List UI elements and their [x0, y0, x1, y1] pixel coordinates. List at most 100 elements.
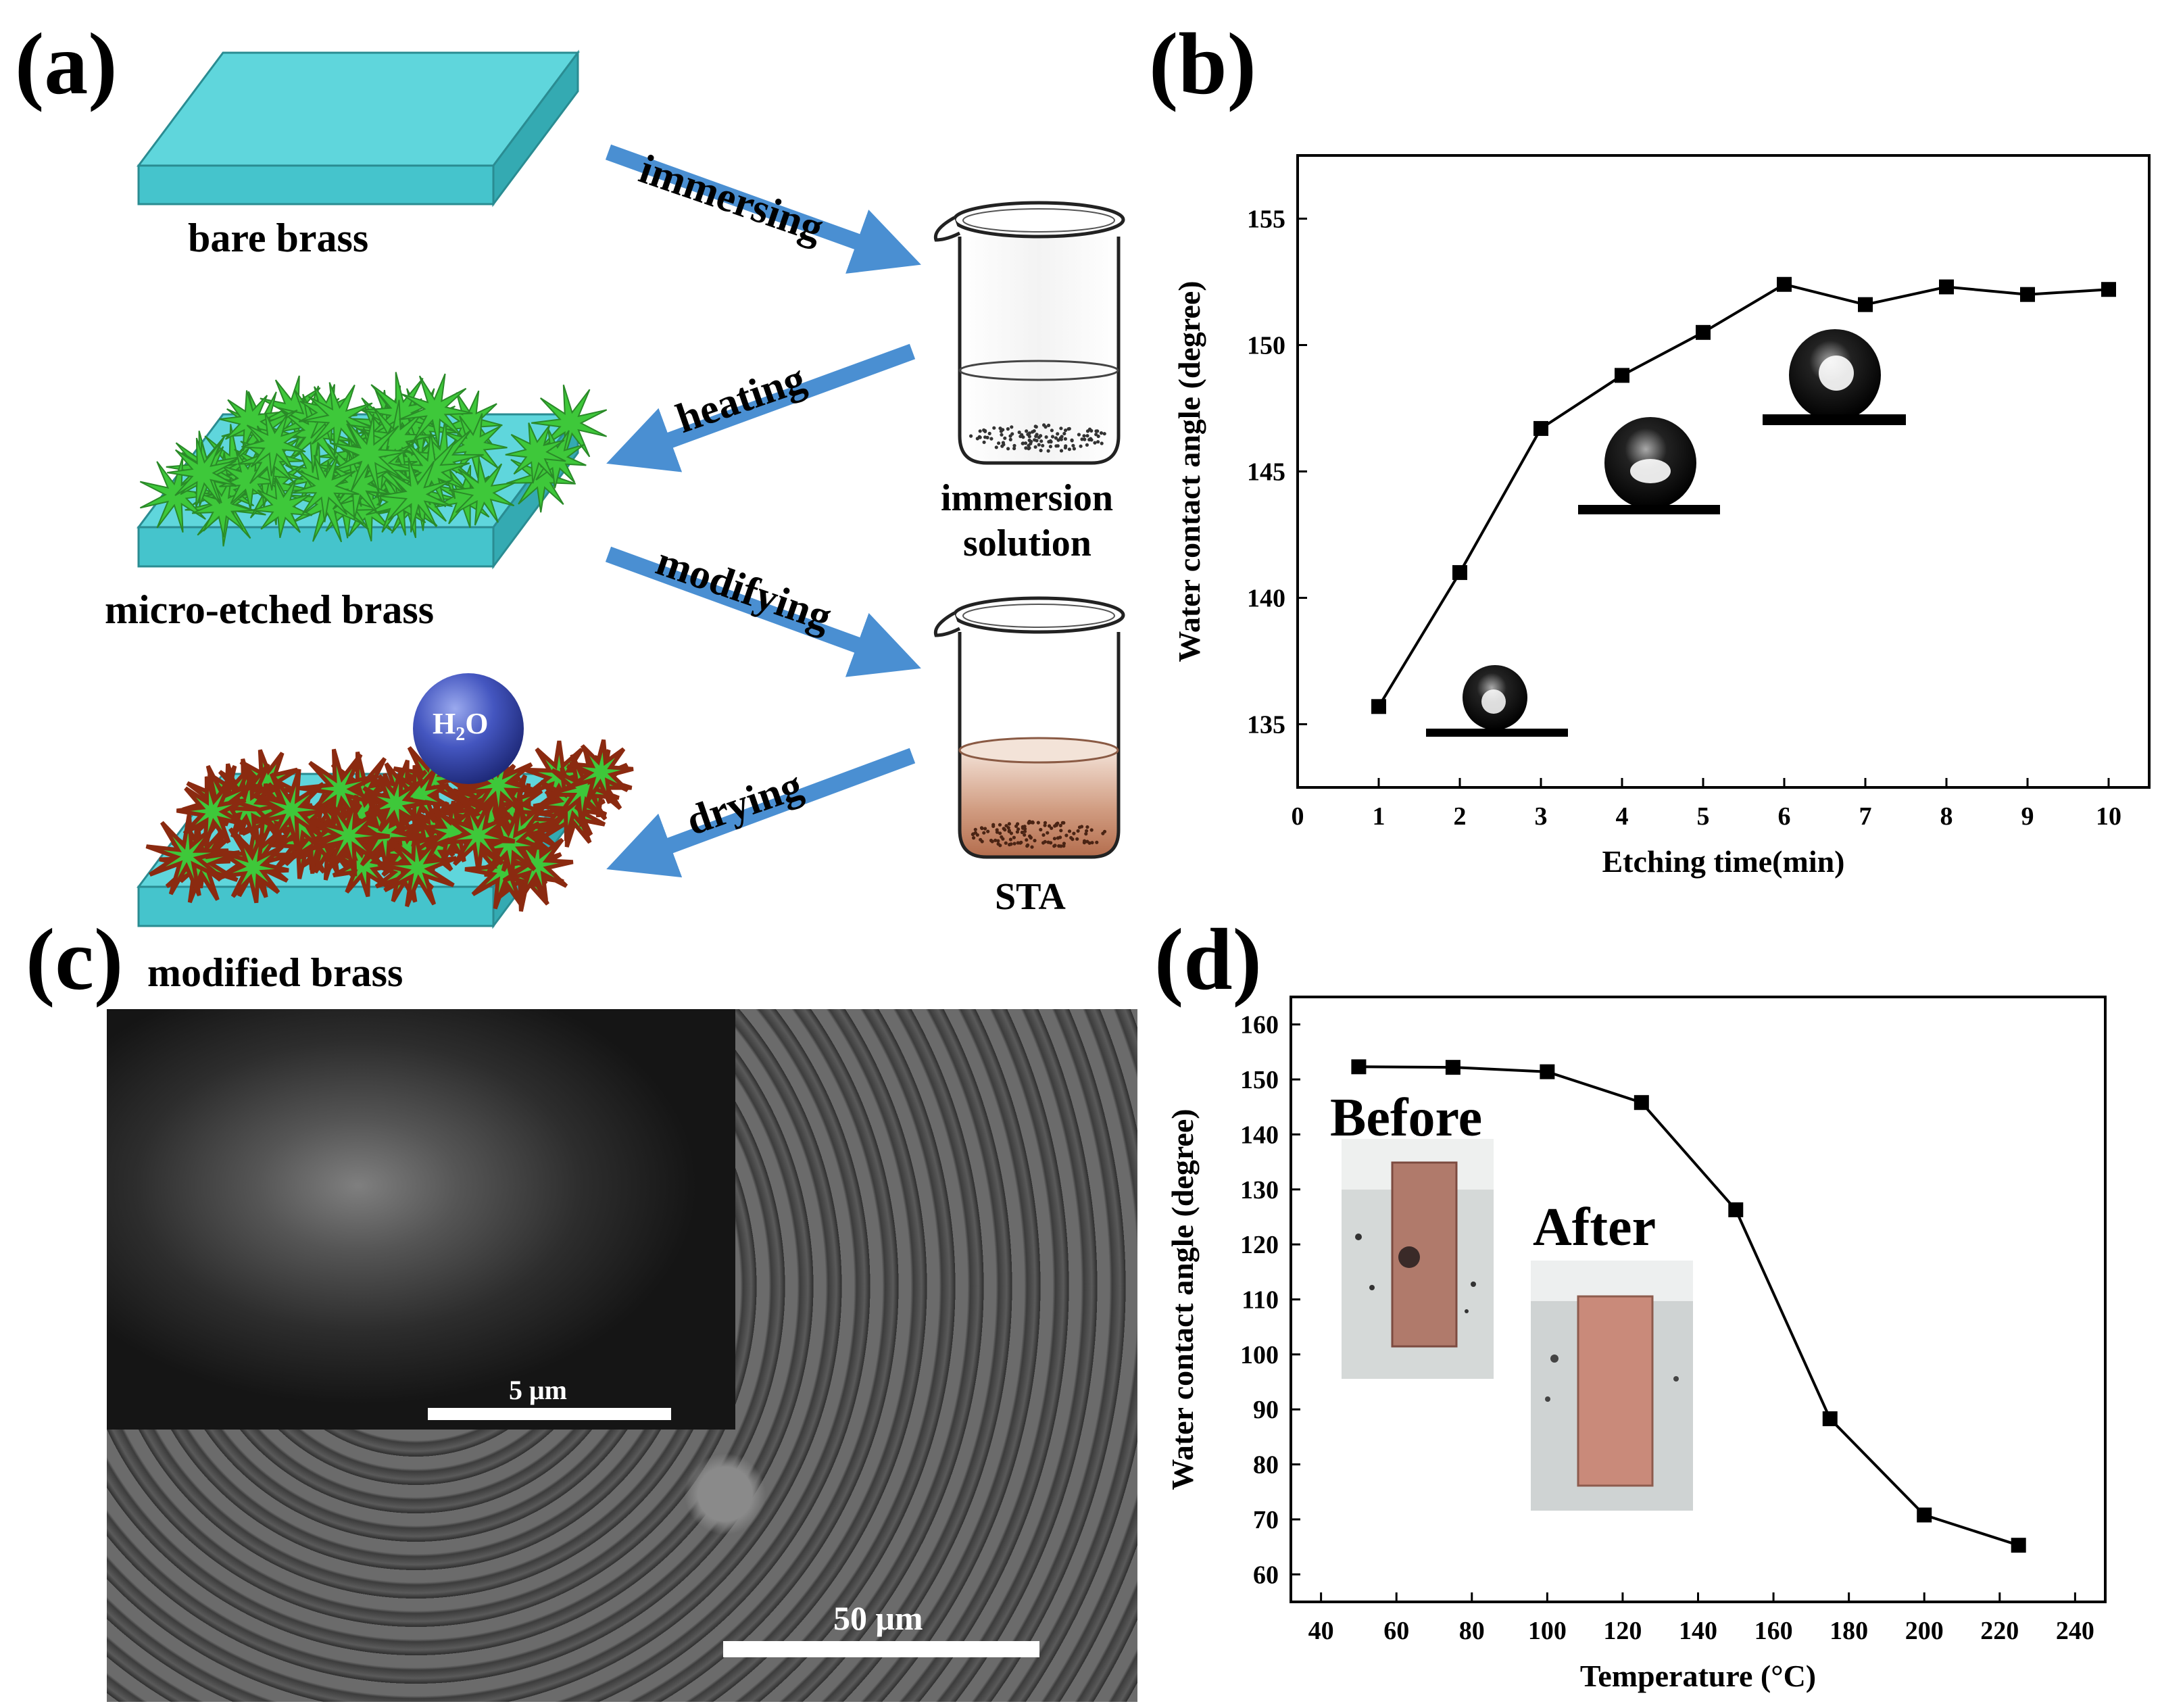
particle-dot [1094, 429, 1098, 433]
particle-dot [1067, 447, 1071, 452]
spike-crystal [219, 390, 280, 452]
particle-dot [1089, 828, 1094, 832]
particle-dot [1041, 833, 1046, 837]
x-tick-label: 0 [1292, 802, 1304, 831]
particle-dot [1077, 825, 1082, 829]
data-point [1452, 565, 1467, 581]
particle-dot [997, 441, 1001, 445]
particle-dot [1020, 830, 1024, 835]
particle-dot [983, 827, 987, 831]
x-tick-label: 1 [1373, 802, 1385, 831]
particle-dot [1085, 825, 1089, 829]
spike-crystal [299, 748, 379, 829]
particle-dot [1079, 444, 1083, 448]
particle-dot [1008, 837, 1012, 841]
particle-dot [1021, 441, 1025, 445]
data-point [1540, 1064, 1555, 1079]
particle-dot [998, 844, 1002, 848]
x-tick-label: 5 [1697, 802, 1710, 831]
particle-dot [1031, 430, 1035, 434]
particle-dot [1096, 440, 1100, 444]
particle-dot [982, 831, 986, 835]
y-tick-label: 140 [1247, 585, 1285, 613]
spike-crystal [251, 768, 333, 851]
particle-dot [1025, 838, 1029, 842]
particle-dot [991, 824, 996, 828]
data-point [1917, 1507, 1932, 1523]
sem-image-main: 5 μm 50 μm [107, 1009, 1137, 1702]
series-line [1377, 283, 2109, 708]
particle-dot [1062, 844, 1066, 848]
particle-dot [1018, 435, 1023, 439]
data-point [1822, 1411, 1838, 1427]
immersion-solution-label-1: immersion [941, 477, 1114, 519]
x-tick-label: 160 [1754, 1617, 1793, 1645]
particle-dot [1025, 429, 1029, 433]
data-point [1777, 276, 1792, 292]
spike-crystal [291, 454, 360, 522]
particle-dot [973, 827, 977, 831]
particle-dot [986, 829, 990, 833]
particle-dot [998, 831, 1002, 835]
particle-dot [1021, 826, 1025, 830]
particle-dot [1003, 436, 1007, 440]
after-photo [1531, 1261, 1693, 1511]
spike-crystal [505, 422, 566, 484]
particle-dot [1102, 432, 1106, 436]
spike-crystal [473, 808, 546, 881]
particle-dot [1012, 446, 1016, 451]
particle-dot [1014, 824, 1018, 828]
particle-dot [1023, 833, 1027, 837]
bare-brass-slab [137, 49, 580, 208]
data-point [1351, 1059, 1367, 1075]
x-tick-label: 7 [1859, 802, 1872, 831]
particle-dot [1084, 832, 1088, 836]
particle-dot [1016, 827, 1021, 831]
particle-dot [1069, 835, 1073, 840]
particle-dot [1010, 432, 1014, 436]
x-axis-label: Etching time(min) [1602, 844, 1844, 879]
particle-dot [1085, 829, 1089, 833]
spike-crystal [441, 799, 516, 873]
particle-dot [994, 445, 998, 449]
particle-dot [995, 828, 999, 832]
particle-dot [1001, 441, 1005, 445]
after-label: After [1533, 1198, 1656, 1257]
spike-crystal [458, 746, 538, 825]
y-tick-label: 155 [1247, 205, 1285, 234]
particle-dot [1049, 841, 1053, 845]
particle-dot [1093, 441, 1097, 445]
particle-dot [993, 838, 998, 842]
heating-arrow [606, 343, 916, 472]
particle-dot [1094, 433, 1098, 437]
particle-dot [1002, 827, 1006, 831]
data-point [2020, 287, 2035, 302]
particle-dot [1076, 829, 1080, 833]
particle-dot [1004, 841, 1008, 845]
modified-brass-label: modified brass [147, 950, 403, 995]
y-tick-label: 70 [1253, 1506, 1279, 1534]
particle-dot [1033, 424, 1037, 429]
particle-dot [1018, 841, 1023, 845]
particle-dot [1009, 831, 1013, 835]
x-tick-label: 10 [2096, 802, 2121, 831]
data-point [1615, 368, 1629, 383]
particle-dot [1048, 824, 1052, 828]
inset-scale-bar [428, 1408, 671, 1420]
particle-dot [1000, 835, 1004, 839]
particle-dot [1067, 829, 1072, 833]
immersion-beaker-icon [933, 201, 1125, 465]
spike-crystal [364, 771, 428, 835]
particle-dot [1012, 841, 1016, 846]
y-axis-label: Water contact angle (degree) [1172, 280, 1206, 662]
particle-dot [1075, 837, 1079, 841]
particle-dot [1012, 835, 1016, 839]
spike-crystal [378, 457, 453, 533]
data-point [1696, 324, 1711, 340]
particle-dot [1050, 435, 1055, 439]
spike-crystal [251, 477, 313, 539]
y-axis-label: Water contact angle (degree) [1165, 1108, 1200, 1490]
before-photo [1342, 1139, 1494, 1379]
particle-dot [1062, 431, 1066, 436]
